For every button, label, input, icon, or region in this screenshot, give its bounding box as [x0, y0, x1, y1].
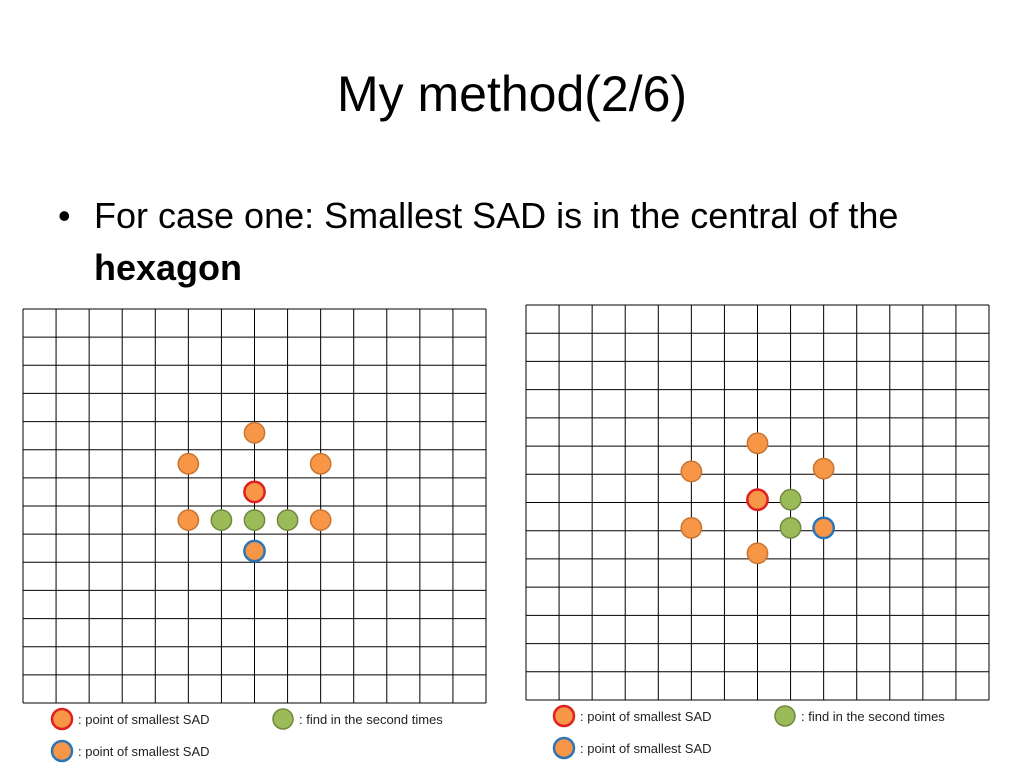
left-legend: : point of smallest SAD : find in the sec… — [50, 707, 443, 763]
bullet-text-bold: hexagon — [94, 247, 243, 288]
blue-outlined-point — [243, 539, 266, 563]
orange-search-point — [309, 452, 332, 475]
green-search-point — [210, 509, 233, 531]
bullet-dot-icon: • — [58, 195, 71, 236]
orange-search-point — [680, 516, 703, 539]
legend-label: : point of smallest SAD — [78, 712, 210, 727]
red-outlined-point — [243, 480, 266, 504]
blue-outlined-point — [812, 516, 836, 540]
left-search-grid — [22, 308, 487, 704]
red-outlined-point — [746, 488, 769, 512]
orange-search-point — [177, 452, 200, 475]
orange-search-point — [243, 421, 266, 444]
legend-label: : find in the second times — [299, 712, 443, 727]
green-search-point — [779, 516, 802, 539]
left-search-points — [177, 421, 332, 563]
right-search-points — [680, 432, 836, 565]
orange-search-point — [812, 457, 835, 480]
legend-red-outlined-point-icon — [552, 704, 576, 728]
legend-label: : find in the second times — [801, 709, 945, 724]
green-search-point — [779, 488, 802, 511]
legend-label: : point of smallest SAD — [580, 709, 712, 724]
legend-label: : point of smallest SAD — [78, 744, 210, 759]
slide-title: My method(2/6) — [336, 66, 688, 122]
orange-search-point — [309, 509, 332, 531]
legend-label: : point of smallest SAD — [580, 741, 712, 756]
legend-green-search-point-icon — [774, 705, 796, 727]
green-search-point — [243, 509, 266, 531]
orange-search-point — [177, 509, 200, 531]
orange-search-point — [746, 432, 769, 455]
legend-blue-outlined-point-icon — [552, 736, 576, 760]
orange-search-point — [746, 542, 769, 565]
legend-blue-outlined-point-icon — [50, 739, 74, 763]
legend-green-search-point-icon — [272, 708, 294, 730]
bullet-text-prefix: For case one: Smallest SAD is in the cen… — [94, 195, 899, 236]
orange-search-point — [680, 460, 703, 483]
green-search-point — [276, 509, 299, 531]
bullet-text: For case one: Smallest SAD is in the cen… — [94, 190, 974, 294]
legend-red-outlined-point-icon — [50, 707, 74, 731]
right-legend: : point of smallest SAD : find in the sec… — [552, 704, 945, 760]
